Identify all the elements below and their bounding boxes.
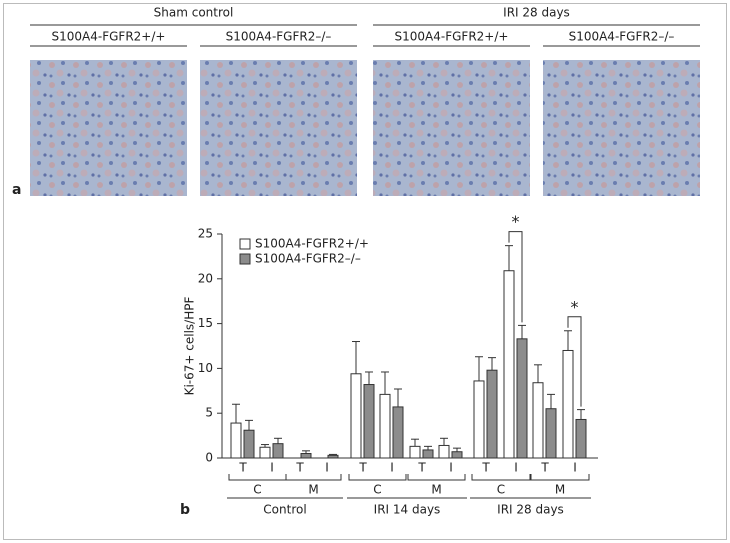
bar (545, 408, 557, 459)
bar (516, 338, 528, 459)
bar (379, 393, 391, 459)
subgroup-label: M (431, 483, 441, 497)
y-tick-label: 10 (198, 361, 213, 375)
x-tick-label: I (573, 461, 577, 475)
legend-swatch (239, 253, 251, 265)
micrograph (30, 60, 187, 196)
legend-label: S100A4-FGFR2+/+ (255, 237, 369, 251)
significance-bracket (567, 316, 582, 407)
bar (575, 418, 587, 459)
x-tick-label: I (390, 461, 394, 475)
image-label: S100A4-FGFR2+/+ (395, 30, 509, 44)
subgroup-rule (407, 474, 466, 481)
x-tick-label: T (540, 461, 549, 475)
header: Sham control (154, 6, 234, 20)
bar (392, 406, 404, 459)
x-tick-label: T (417, 461, 426, 475)
group-label: Control (263, 503, 306, 517)
bar (486, 369, 498, 459)
subgroup-rule (471, 474, 531, 481)
x-tick-label: I (325, 461, 329, 475)
bar (230, 422, 242, 459)
bar (350, 373, 362, 459)
bar (438, 444, 450, 459)
significance-mark: * (512, 212, 520, 231)
bar (272, 443, 284, 459)
significance-mark: * (571, 297, 579, 316)
subgroup-label: C (253, 483, 261, 497)
bar (327, 454, 339, 459)
subgroup-label: C (497, 483, 505, 497)
bar (409, 445, 421, 459)
significance-bracket (508, 231, 523, 323)
y-tick-label: 20 (198, 271, 213, 285)
panel-a: Sham control IRI 28 days S100A4-FGFR2+/+ S1… (12, 6, 700, 198)
bar (562, 349, 574, 459)
bar (473, 380, 485, 459)
x-tick-label: T (295, 461, 304, 475)
micrograph (543, 60, 700, 196)
legend-swatch (239, 238, 251, 250)
header: IRI 28 days (503, 6, 570, 20)
subgroup-rule (348, 474, 407, 481)
subgroup-label: M (308, 483, 318, 497)
group-label: IRI 14 days (374, 503, 441, 517)
legend-label: S100A4-FGFR2–/– (255, 252, 361, 266)
x-tick-label: I (270, 461, 274, 475)
subgroup-rule (530, 474, 590, 481)
y-axis-label: Ki-67+ cells/HPF (183, 297, 197, 396)
panel-label: b (180, 502, 190, 518)
y-tick-label: 0 (205, 451, 213, 465)
y-tick-label: 25 (198, 227, 213, 241)
y-tick-label: 15 (198, 316, 213, 330)
bar (300, 453, 312, 459)
x-tick-label: I (514, 461, 518, 475)
micrograph (200, 60, 357, 196)
image-label: S100A4-FGFR2–/– (569, 30, 675, 44)
x-tick-label: T (481, 461, 490, 475)
subgroup-rule (228, 474, 287, 481)
frame (3, 3, 727, 540)
subgroup-rule (285, 474, 342, 481)
chart: 0 5 10 15 20 25 Ki-67+ cells/HPF * * T I T I T I T I T I T I… (180, 212, 598, 518)
panel-label: a (12, 182, 21, 198)
bar (259, 446, 271, 459)
subgroup-label: C (373, 483, 381, 497)
group-label: IRI 28 days (497, 503, 564, 517)
bar (532, 382, 544, 459)
subgroup-label: M (555, 483, 565, 497)
bar (503, 270, 515, 459)
x-tick-label: I (449, 461, 453, 475)
image-label: S100A4-FGFR2+/+ (52, 30, 166, 44)
bar (451, 451, 463, 459)
x-tick-label: T (238, 461, 247, 475)
bar (243, 429, 255, 459)
bar (422, 449, 434, 459)
image-label: S100A4-FGFR2–/– (226, 30, 332, 44)
bar (363, 384, 375, 459)
y-tick-label: 5 (205, 406, 213, 420)
micrograph (373, 60, 530, 196)
x-tick-label: T (358, 461, 367, 475)
